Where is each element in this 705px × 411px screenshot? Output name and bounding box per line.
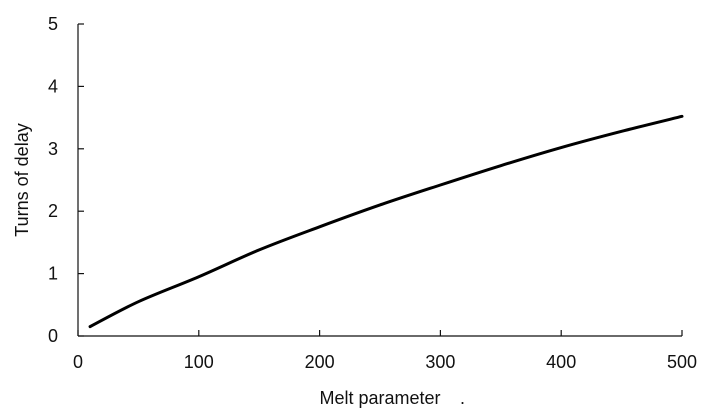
x-tick-label: 200 (305, 352, 335, 372)
ticks: 0 100 200 300 400 500 0 1 2 3 4 5 (48, 14, 697, 372)
y-axis-label: Turns of delay (12, 123, 32, 236)
axes (77, 24, 682, 337)
series (88, 114, 684, 329)
x-tick-label: 300 (425, 352, 455, 372)
y-tick-label: 5 (48, 14, 58, 34)
y-tick-label: 3 (48, 139, 58, 159)
y-tick-label: 2 (48, 201, 58, 221)
x-tick-label: 500 (667, 352, 697, 372)
y-tick-label: 1 (48, 264, 58, 284)
x-axis-label: Melt parameter (319, 388, 440, 408)
x-axis-label-mark: . (460, 388, 465, 408)
x-tick-label: 400 (546, 352, 576, 372)
axis-labels: Melt parameter . Turns of delay (12, 123, 465, 408)
x-tick-label: 100 (184, 352, 214, 372)
x-tick-label: 0 (73, 352, 83, 372)
series-line-0 (88, 114, 684, 329)
y-tick-label: 0 (48, 326, 58, 346)
y-tick-label: 4 (48, 76, 58, 96)
